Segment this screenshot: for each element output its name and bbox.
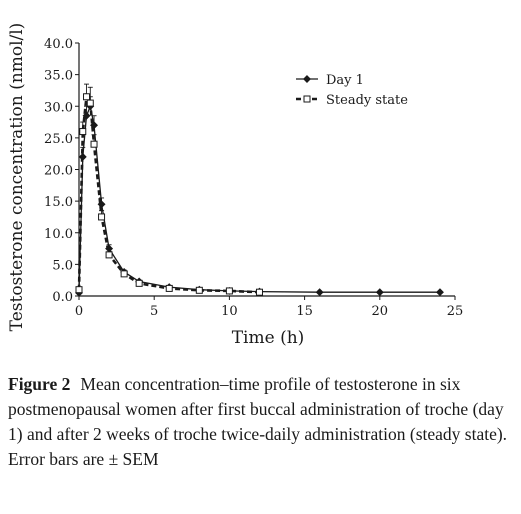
- legend-label: Steady state: [326, 93, 408, 108]
- y-tick-label: 0.0: [52, 290, 73, 305]
- figure-label: Figure 2: [8, 374, 71, 394]
- legend: Day 1 Steady state: [296, 73, 408, 108]
- y-tick-label: 15.0: [44, 195, 73, 210]
- y-tick-label: 40.0: [44, 37, 73, 52]
- data-point: [79, 128, 87, 136]
- series-line: [78, 104, 440, 293]
- series-steady-state: [75, 83, 263, 296]
- data-point: [165, 284, 173, 292]
- x-tick-label: 15: [296, 304, 313, 319]
- figure-caption-text: Mean concentration–time profile of testo…: [8, 374, 508, 469]
- legend-marker: [303, 95, 311, 103]
- data-point: [105, 251, 113, 259]
- data-point: [435, 288, 444, 297]
- x-axis-ticks: 0 5 10 15 20 25: [75, 296, 463, 319]
- x-tick-label: 20: [372, 304, 389, 319]
- data-point: [135, 279, 143, 287]
- concentration-time-chart: 0.0 5.0 10.0 15.0 20.0 25.0 30.0 35.0 40.0 0 5 10 1…: [7, 23, 463, 348]
- data-point: [375, 288, 384, 297]
- data-point: [75, 286, 83, 294]
- data-point: [195, 286, 203, 294]
- x-axis-label: Time (h): [232, 328, 305, 348]
- data-point: [90, 140, 98, 148]
- data-point: [90, 121, 99, 130]
- y-tick-label: 35.0: [44, 69, 73, 84]
- data-point: [83, 93, 91, 101]
- x-tick-label: 25: [447, 304, 464, 319]
- figure-caption: Figure 2 Mean concentration–time profile …: [8, 372, 508, 472]
- data-point: [98, 213, 106, 221]
- y-tick-label: 30.0: [44, 100, 73, 115]
- data-point: [255, 288, 263, 296]
- legend-item-day-1: Day 1: [296, 73, 364, 88]
- data-point: [120, 270, 128, 278]
- y-tick-label: 5.0: [52, 258, 73, 273]
- chart-axes: [78, 43, 455, 297]
- x-tick-label: 10: [221, 304, 238, 319]
- series-layer: [75, 83, 444, 297]
- x-tick-label: 0: [75, 304, 83, 319]
- y-tick-label: 20.0: [44, 164, 73, 179]
- y-axis-label: Testosterone concentration (nmol/l): [7, 23, 27, 332]
- x-tick-label: 5: [150, 304, 158, 319]
- data-point: [86, 99, 94, 107]
- series-line: [77, 92, 260, 294]
- data-point: [225, 287, 233, 295]
- legend-item-steady-state: Steady state: [296, 93, 408, 108]
- y-tick-label: 25.0: [44, 132, 73, 147]
- legend-label: Day 1: [326, 73, 364, 88]
- series-day-1: [75, 96, 444, 297]
- legend-marker: [303, 75, 311, 83]
- y-tick-label: 10.0: [44, 227, 73, 242]
- data-point: [315, 288, 324, 297]
- y-axis-ticks: 0.0 5.0 10.0 15.0 20.0 25.0 30.0 35.0 40.0: [44, 37, 79, 305]
